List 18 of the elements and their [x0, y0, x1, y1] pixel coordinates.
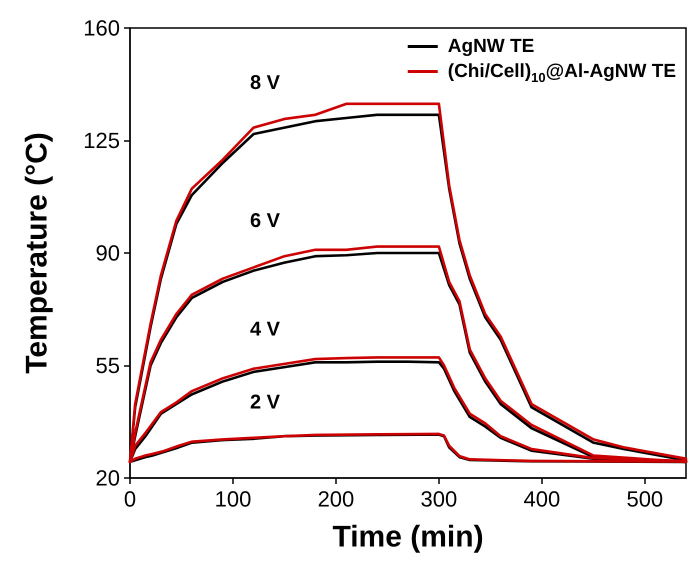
x-tick-label: 200 [318, 486, 354, 512]
y-tick-label: 20 [96, 466, 120, 490]
x-tick-label: 100 [214, 486, 252, 512]
x-axis-title: Time (min) [332, 520, 484, 554]
legend-label: AgNW TE [448, 36, 534, 57]
y-tick-label: 90 [96, 240, 120, 266]
x-tick-label: 300 [420, 486, 458, 512]
y-tick-label: 55 [96, 353, 120, 378]
y-axis-title: Temperature (°C) [20, 132, 54, 374]
annotation: 6 V [250, 210, 281, 232]
x-tick-label: 400 [523, 486, 560, 512]
annotation: 2 V [250, 392, 281, 414]
annotation: 8 V [250, 72, 281, 94]
x-tick-label: 500 [626, 486, 664, 512]
x-tick-label: 0 [124, 486, 136, 512]
y-tick-label: 160 [83, 16, 120, 40]
y-tick-label: 125 [83, 128, 120, 153]
annotation: 4 V [250, 318, 281, 341]
